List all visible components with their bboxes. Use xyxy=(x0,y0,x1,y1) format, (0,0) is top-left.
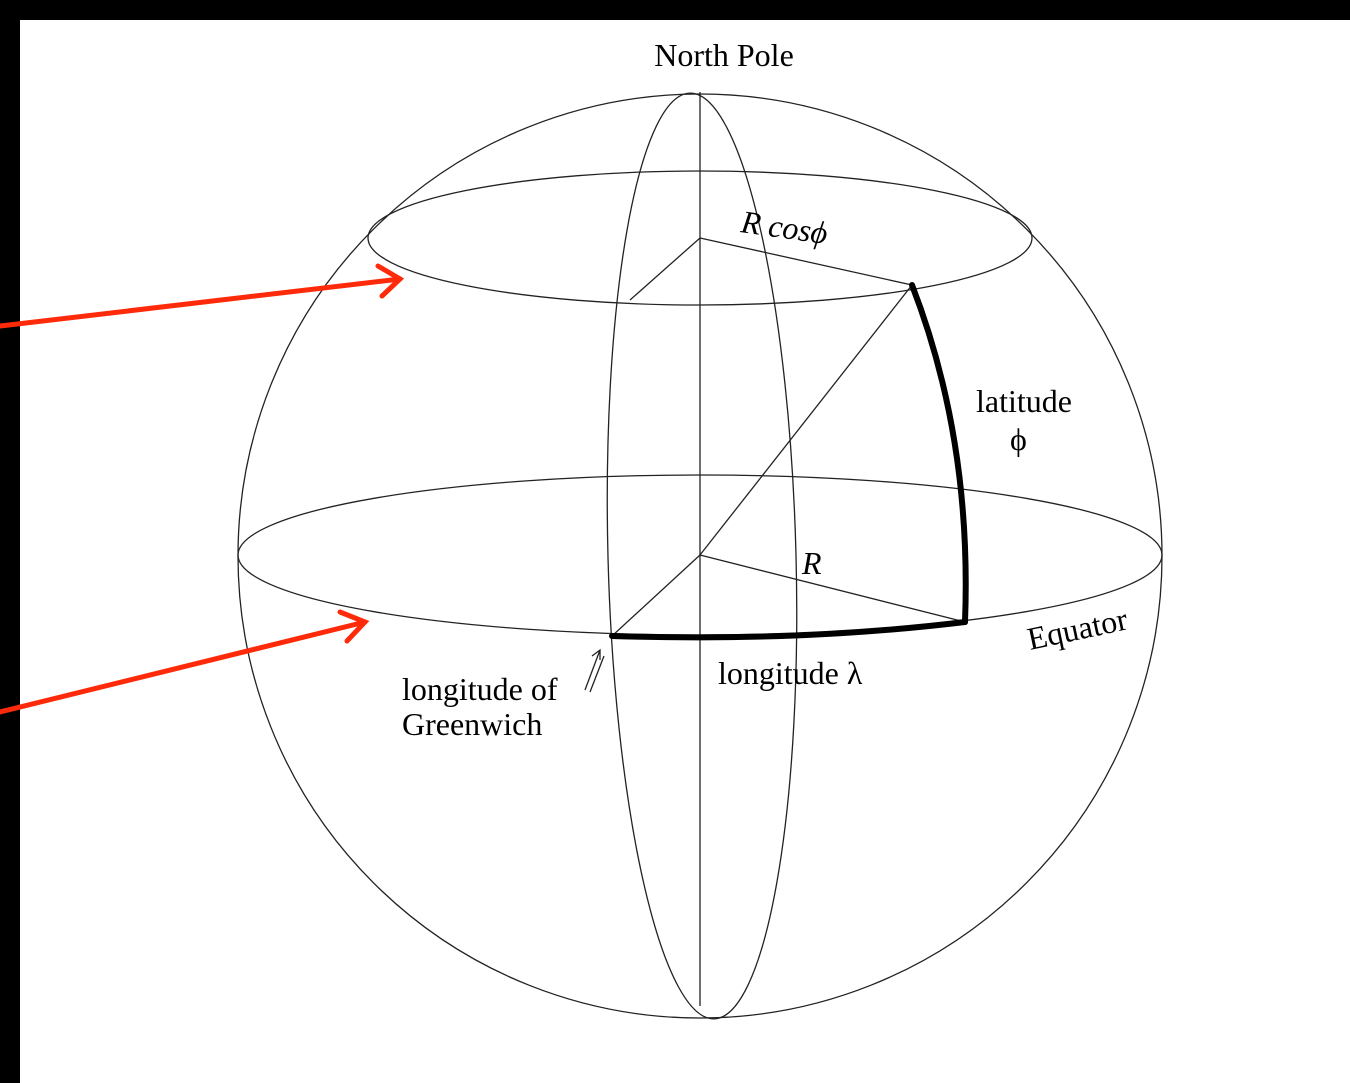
red-arrows xyxy=(0,263,405,715)
arrow-head xyxy=(337,609,370,644)
r-cos-line xyxy=(699,237,913,286)
phi-label: ϕ xyxy=(1010,421,1027,457)
radius-to-point xyxy=(699,284,913,556)
radius-label: R xyxy=(801,545,822,581)
north-pole-label: North Pole xyxy=(654,37,794,73)
canvas xyxy=(20,20,1350,1083)
arrow-head xyxy=(375,263,405,299)
arrow-equator xyxy=(0,619,368,715)
sphere xyxy=(237,92,1163,1020)
radius-line xyxy=(699,554,966,623)
latitude-label: latitude xyxy=(976,383,1072,419)
greenwich-label: Greenwich xyxy=(402,706,542,742)
greenwich-radius xyxy=(611,554,701,637)
longitude-arc xyxy=(609,619,968,641)
latitude-arc xyxy=(909,282,969,625)
upper-greenwich-radius xyxy=(629,237,701,301)
greenwich-label: longitude of xyxy=(402,671,558,707)
greenwich-pointer xyxy=(584,648,605,693)
meridian xyxy=(606,92,798,1020)
longitude-label: longitude λ xyxy=(718,655,863,691)
arrow-latitude xyxy=(0,276,403,329)
